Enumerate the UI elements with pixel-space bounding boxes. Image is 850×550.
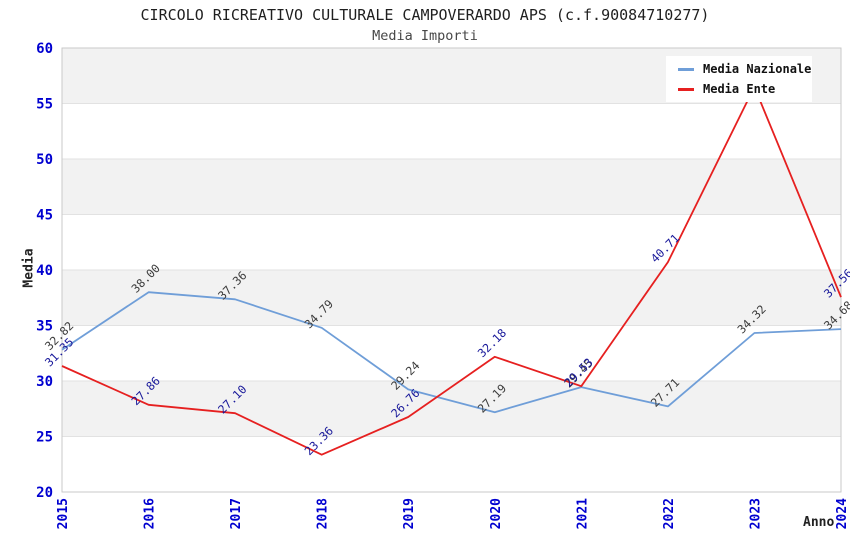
legend: Media Nazionale Media Ente: [666, 56, 812, 102]
x-tick-label: 2016: [143, 498, 158, 529]
plot-band: [62, 270, 841, 326]
y-tick-label: 30: [36, 374, 53, 390]
y-tick-label: 55: [36, 97, 53, 113]
legend-label-media-ente: Media Ente: [703, 82, 776, 96]
y-tick-label: 45: [36, 208, 53, 224]
x-tick-label: 2019: [402, 498, 417, 529]
x-tick-label: 2020: [489, 498, 504, 529]
y-tick-label: 60: [36, 41, 53, 57]
x-tick-label: 2018: [316, 498, 331, 529]
x-tick-label: 2023: [748, 498, 763, 529]
x-tick-label: 2021: [575, 498, 590, 529]
x-tick-label: 2024: [835, 498, 850, 529]
legend-label-media-nazionale: Media Nazionale: [703, 62, 812, 76]
series-line-media-ente: [61, 86, 842, 456]
plot-band: [62, 159, 841, 215]
point-label: 32.18: [475, 326, 509, 360]
y-tick-label: 40: [36, 263, 53, 279]
legend-item-media-ente: Media Ente: [678, 80, 812, 98]
x-tick-label: 2022: [662, 498, 677, 529]
y-tick-label: 20: [36, 485, 53, 501]
y-axis-label: Media: [21, 248, 37, 288]
plot-border: [61, 47, 842, 493]
chart-title: CIRCOLO RICREATIVO CULTURALE CAMPOVERARD…: [140, 6, 710, 24]
series-line-media-nazionale: [61, 291, 842, 414]
x-tick-label: 2015: [56, 498, 71, 529]
x-axis-label: Anno: [803, 515, 835, 530]
x-tick-label: 2017: [229, 498, 244, 529]
media-ente-line-swatch: [678, 87, 694, 91]
media-nazionale-line-swatch: [678, 67, 694, 71]
y-tick-label: 25: [36, 430, 53, 446]
point-label: 40.71: [648, 231, 682, 265]
y-tick-label: 35: [36, 319, 53, 335]
y-tick-label: 50: [36, 152, 53, 168]
chart-subtitle: Media Importi: [372, 28, 478, 44]
plot-band: [62, 381, 841, 437]
legend-item-media-nazionale: Media Nazionale: [678, 60, 812, 78]
